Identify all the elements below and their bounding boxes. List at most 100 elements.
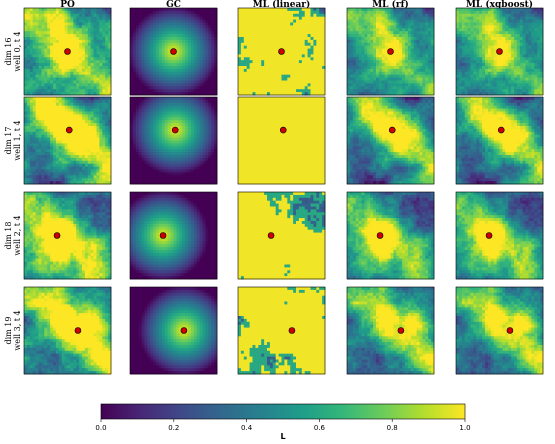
heatmap-cell (508, 34, 512, 38)
heatmap-cell (364, 37, 368, 41)
heatmap-cell (287, 31, 291, 35)
heatmap-cell (188, 51, 192, 55)
heatmap-cell (384, 89, 388, 93)
heatmap-cell (464, 68, 468, 73)
heatmap-cell (284, 80, 288, 84)
heatmap-cell (496, 66, 500, 70)
heatmap-cell (55, 22, 60, 26)
heatmap-cell (29, 140, 34, 144)
heatmap-cell (61, 25, 65, 29)
heatmap-cell (293, 37, 297, 41)
heatmap-cell (193, 60, 198, 64)
heatmap-cell (32, 74, 36, 78)
heatmap-cell (296, 51, 300, 55)
heatmap-cell (150, 89, 154, 93)
heatmap-cell (376, 66, 380, 70)
heatmap-cell (153, 28, 157, 32)
panel-frame (129, 7, 218, 96)
heatmap-cell (102, 105, 106, 109)
heatmap-cell (249, 16, 253, 20)
heatmap-cell (349, 92, 354, 96)
heatmap-cell (41, 128, 45, 133)
heatmap-cell (164, 51, 169, 55)
heatmap-cell (467, 83, 471, 87)
heatmap-cell (428, 13, 432, 18)
heatmap-cell (105, 92, 109, 96)
heatmap-cell (511, 60, 515, 64)
heatmap-cell (141, 89, 145, 93)
heatmap-cell (505, 60, 509, 64)
heatmap-cell (367, 25, 371, 29)
heatmap-cell (208, 48, 212, 52)
heatmap-cell (496, 10, 500, 15)
heatmap-cell (358, 51, 362, 55)
heatmap-cell (313, 37, 317, 41)
heatmap-cell (516, 31, 521, 35)
heatmap-cell (407, 42, 412, 47)
heatmap-cell (79, 77, 83, 81)
heatmap-cell (105, 97, 109, 101)
heatmap-cell (179, 13, 183, 18)
heatmap-cell (70, 37, 74, 41)
heatmap-cell (249, 77, 253, 81)
heatmap-cell (29, 111, 34, 115)
heatmap-cell (176, 89, 180, 93)
heatmap-cell (67, 68, 71, 73)
heatmap-cell (361, 10, 365, 15)
heatmap-cell (373, 28, 377, 32)
heatmap-cell (264, 92, 268, 96)
heatmap-cell (261, 13, 265, 18)
heatmap-cell (376, 42, 380, 47)
heatmap-cell (252, 86, 256, 90)
heatmap-cell (269, 48, 274, 52)
heatmap-cell (301, 60, 306, 64)
heatmap-cell (461, 45, 466, 49)
heatmap-cell (431, 74, 435, 78)
heatmap-cell (416, 34, 420, 38)
heatmap-cell (396, 60, 400, 64)
heatmap-cell (141, 51, 145, 55)
heatmap-cell (470, 16, 474, 20)
heatmap-cell (87, 83, 92, 87)
heatmap-cell (96, 89, 100, 93)
heatmap-cell (90, 8, 94, 12)
heatmap-cell (35, 86, 39, 90)
heatmap-cell (211, 31, 215, 35)
heatmap-cell (540, 80, 544, 84)
heatmap-cell (76, 108, 80, 112)
heatmap-cell (496, 68, 500, 73)
heatmap-cell (161, 71, 166, 76)
heatmap-cell (102, 60, 106, 64)
heatmap-cell (361, 31, 365, 35)
heatmap-cell (347, 45, 351, 49)
heatmap-cell (281, 63, 285, 67)
heatmap-cell (87, 54, 92, 58)
heatmap-cell (290, 25, 294, 29)
heatmap-cell (61, 10, 65, 15)
heatmap-cell (102, 45, 106, 49)
heatmap-cell (287, 86, 291, 90)
heatmap-cell (378, 60, 383, 64)
heatmap-cell (307, 92, 311, 96)
heatmap-cell (496, 92, 500, 96)
heatmap-cell (272, 77, 277, 81)
heatmap-cell (381, 71, 386, 76)
heatmap-cell (50, 34, 54, 38)
heatmap-cell (284, 71, 288, 76)
heatmap-cell (87, 99, 92, 104)
heatmap-cell (99, 31, 103, 35)
heatmap-cell (519, 45, 524, 49)
heatmap-cell (96, 99, 100, 104)
heatmap-cell (511, 71, 515, 76)
heatmap-cell (35, 71, 39, 76)
heatmap-cell (47, 97, 51, 101)
heatmap-cell (316, 60, 320, 64)
heatmap-cell (361, 60, 365, 64)
heatmap-cell (99, 102, 103, 107)
heatmap-cell (476, 39, 480, 44)
heatmap-cell (399, 42, 403, 47)
heatmap-cell (355, 80, 359, 84)
heatmap-cell (202, 25, 206, 29)
heatmap-cell (499, 68, 503, 73)
heatmap-cell (319, 74, 323, 78)
